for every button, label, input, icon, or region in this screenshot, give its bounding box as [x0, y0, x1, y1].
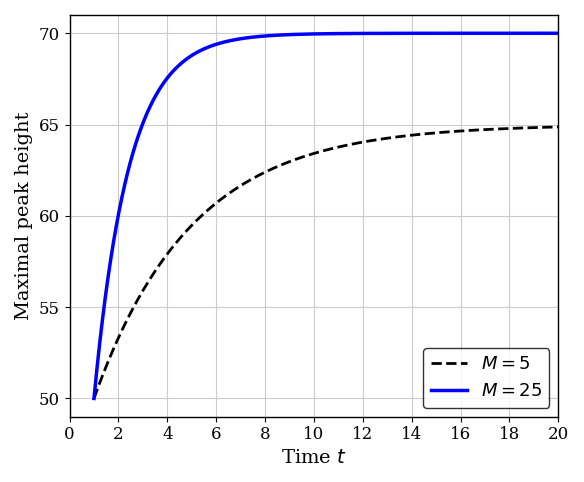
$M = 25$ — [278, 32, 285, 38]
$M = 5$ — [138, 290, 145, 296]
X-axis label: Time $t$: Time $t$ — [281, 449, 347, 467]
$M = 25$ — [453, 30, 460, 36]
$M = 25$ — [138, 124, 145, 130]
$M = 25$ — [409, 30, 416, 36]
$M = 25$ — [91, 396, 98, 402]
$M = 5$ — [453, 128, 460, 134]
$M = 25$ — [555, 30, 562, 36]
Y-axis label: Maximal peak height: Maximal peak height — [15, 112, 33, 320]
$M = 5$ — [91, 396, 98, 402]
Line: $M = 25$: $M = 25$ — [94, 33, 558, 399]
Line: $M = 5$: $M = 5$ — [94, 127, 558, 399]
$M = 5$ — [461, 128, 468, 134]
$M = 25$ — [295, 31, 302, 37]
$M = 5$ — [555, 124, 562, 130]
$M = 5$ — [295, 156, 302, 161]
$M = 5$ — [409, 132, 416, 138]
$M = 5$ — [278, 162, 285, 168]
Legend: $M = 5$, $M = 25$: $M = 5$, $M = 25$ — [423, 348, 550, 408]
$M = 25$ — [461, 30, 468, 36]
